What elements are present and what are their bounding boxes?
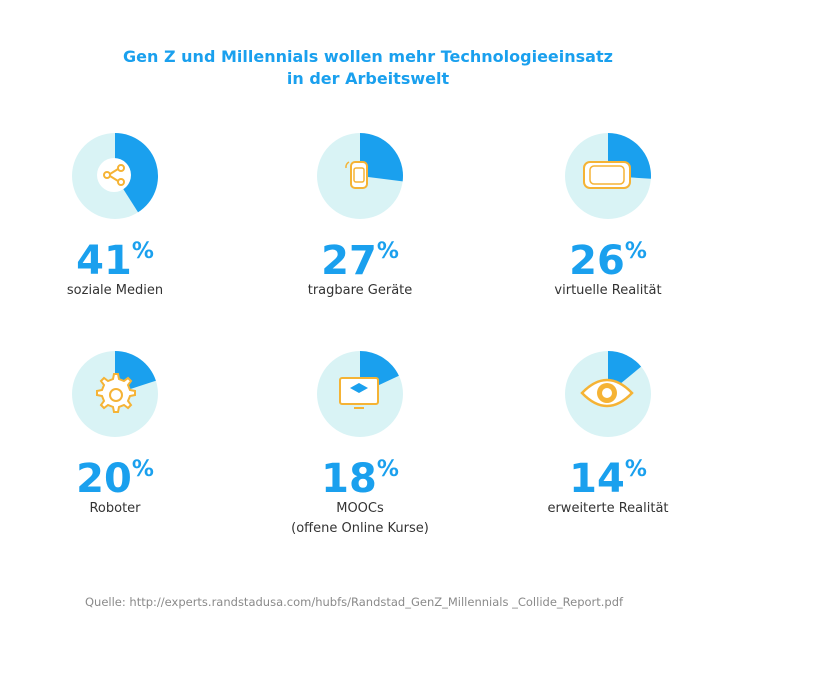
pie [72, 133, 158, 219]
icon [583, 161, 631, 189]
pie [72, 351, 158, 437]
value-label: 26% [569, 238, 647, 284]
stat-card: 26% virtuelle Realität [498, 132, 718, 301]
pie [565, 351, 651, 437]
value-label: 14% [569, 456, 647, 502]
stat-card: 20% Roboter [5, 350, 225, 519]
stat-card: 18% MOOCs (offene Online Kurse) [250, 350, 470, 539]
pie [317, 133, 403, 219]
icon [345, 161, 368, 189]
chart-title: Gen Z und Millennials wollen mehr Techno… [123, 47, 613, 88]
pie-slice [115, 133, 158, 213]
stat-card: 14% erweiterte Realität [498, 350, 718, 519]
category-label: Roboter [89, 501, 141, 516]
stat-card: 27% tragbare Geräte [250, 132, 470, 301]
category-label: soziale Medien [66, 283, 164, 298]
category-label: tragbare Geräte [307, 283, 413, 298]
icon [96, 373, 136, 413]
value-label: 20% [76, 456, 154, 502]
category-label: MOOCs (offene Online Kurse) [291, 501, 429, 536]
pie-slice [360, 133, 403, 182]
icon [339, 377, 379, 409]
value-label: 27% [321, 238, 399, 284]
pie [565, 133, 651, 219]
icon [97, 158, 131, 192]
value-label: 18% [321, 456, 399, 502]
value-label: 41% [76, 238, 154, 284]
category-label: virtuelle Realität [554, 283, 662, 298]
source-note: Quelle: http://experts.randstadusa.com/h… [85, 595, 624, 609]
pie [317, 351, 403, 437]
icon [580, 378, 634, 408]
stat-card: 41% soziale Medien [5, 132, 225, 301]
category-label: erweiterte Realität [547, 501, 669, 516]
